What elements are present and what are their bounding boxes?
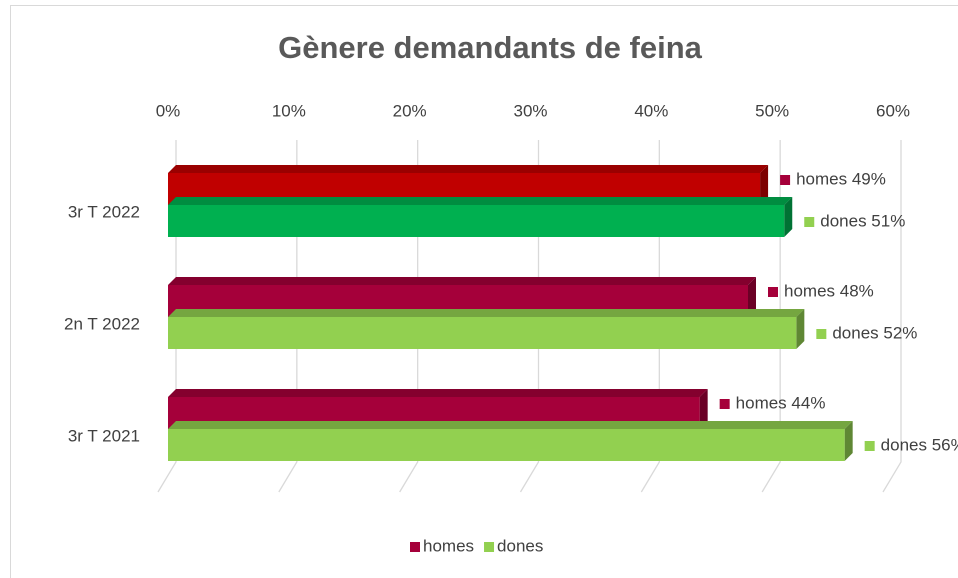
data-label: dones 51% — [820, 211, 905, 230]
label-marker — [816, 329, 827, 339]
grid-line — [157, 140, 177, 493]
y-tick-label: 3r T 2022 — [68, 202, 140, 221]
label-marker — [804, 217, 815, 227]
bar-top — [168, 309, 805, 317]
grid-line — [399, 140, 419, 493]
bar — [168, 429, 845, 461]
bar — [168, 205, 785, 237]
data-label: dones 52% — [832, 323, 917, 342]
grid-line — [278, 140, 298, 493]
bar-top — [168, 421, 853, 429]
chart-title: Gènere demandants de feina — [278, 30, 703, 65]
x-tick-label: 60% — [876, 101, 910, 120]
grid-line — [640, 140, 660, 493]
x-tick-label: 30% — [513, 101, 547, 120]
legend-label: dones — [497, 536, 543, 555]
data-label: homes 48% — [784, 281, 874, 300]
x-tick-label: 20% — [393, 101, 427, 120]
x-tick-label: 40% — [634, 101, 668, 120]
bar-top — [168, 165, 769, 173]
bar-side — [760, 165, 769, 205]
y-tick-label: 2n T 2022 — [64, 314, 140, 333]
bar — [168, 317, 797, 349]
x-tick-label: 10% — [272, 101, 306, 120]
legend-swatch — [410, 542, 420, 552]
grid-line — [761, 140, 781, 493]
label-marker — [719, 399, 730, 409]
data-label: homes 49% — [796, 169, 886, 188]
grid-line — [519, 140, 540, 493]
bar-side — [844, 421, 853, 461]
data-label: dones 56% — [881, 435, 958, 454]
y-tick-label: 3r T 2021 — [68, 426, 140, 445]
bar-top — [168, 389, 708, 397]
legend-swatch — [484, 542, 495, 552]
x-tick-label: 50% — [755, 101, 789, 120]
bar-top — [168, 277, 756, 285]
x-tick-label: 0% — [156, 101, 181, 120]
legend-label: homes — [423, 536, 474, 555]
label-marker — [780, 175, 791, 185]
bar-side — [748, 277, 756, 317]
label-marker — [768, 287, 778, 297]
bar-side — [796, 309, 805, 349]
label-marker — [864, 441, 875, 451]
grid-line — [882, 140, 902, 493]
data-label: homes 44% — [736, 393, 826, 412]
bar-side — [699, 389, 708, 429]
bar-side — [784, 197, 793, 237]
bar-top — [168, 197, 793, 205]
